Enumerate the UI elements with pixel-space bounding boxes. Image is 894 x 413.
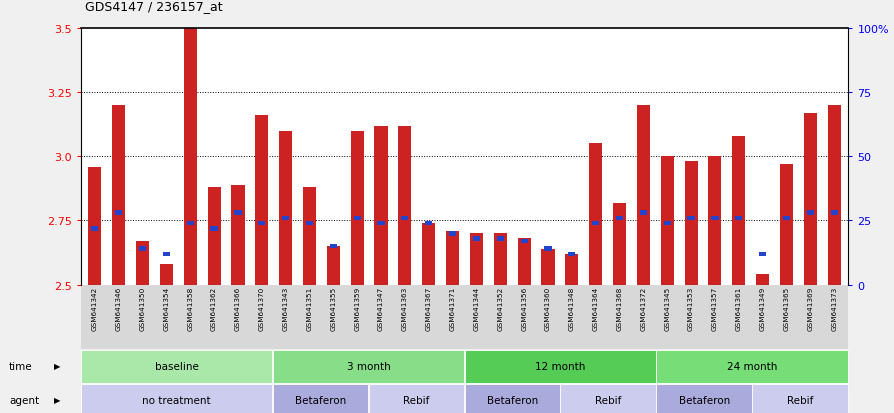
Bar [163,252,170,256]
Text: no treatment: no treatment [142,395,211,405]
Bar [422,223,434,285]
Bar [425,221,432,226]
Text: Rebif: Rebif [787,395,813,405]
Bar [398,126,411,285]
Bar [803,114,816,285]
Bar [139,247,146,252]
Bar [662,221,670,226]
Text: 24 month: 24 month [727,361,777,371]
Bar [615,216,622,221]
Bar [377,221,384,226]
Bar [234,211,241,216]
Text: baseline: baseline [155,361,198,371]
Bar [91,226,98,231]
Text: 3 month: 3 month [346,361,390,371]
Bar [160,264,173,285]
Bar [782,216,789,221]
Text: Betaferon: Betaferon [486,395,537,405]
Bar [827,106,839,285]
Bar [707,157,721,285]
Text: GDS4147 / 236157_at: GDS4147 / 236157_at [85,0,223,13]
Bar [306,221,313,226]
Bar [568,252,575,256]
Bar [544,247,551,252]
Bar [115,211,122,216]
Text: 12 month: 12 month [535,361,585,371]
Bar [684,162,696,285]
Bar [592,221,599,226]
Bar [687,216,694,221]
Bar [779,165,792,285]
Bar [112,106,125,285]
Bar [541,249,554,285]
Bar [353,216,360,221]
Text: ▶: ▶ [54,361,60,370]
Bar [711,216,718,221]
Bar [232,185,244,285]
Bar [350,131,363,285]
Bar [469,234,483,285]
Bar [207,188,221,285]
Bar [449,231,456,236]
Bar [183,29,197,285]
Bar [639,211,646,216]
Bar [255,116,268,285]
Text: ▶: ▶ [54,395,60,404]
Text: agent: agent [9,395,39,405]
Bar [493,234,506,285]
Bar [89,167,101,285]
Bar [805,211,813,216]
Text: Rebif: Rebif [403,395,429,405]
Bar [282,216,289,221]
Bar [517,239,530,285]
Bar [326,247,340,285]
Bar [472,237,479,241]
Bar [612,203,626,285]
Bar [302,188,316,285]
Bar [755,275,768,285]
Bar [210,226,217,231]
Bar [565,254,578,285]
Bar [329,244,336,249]
Text: Betaferon: Betaferon [294,395,346,405]
Text: Rebif: Rebif [595,395,621,405]
Bar [496,237,503,241]
Bar [731,136,745,285]
Bar [830,211,837,216]
Bar [660,157,673,285]
Bar [588,144,602,285]
Bar [279,131,291,285]
Bar [257,221,266,226]
Bar [520,239,527,244]
Text: Betaferon: Betaferon [678,395,730,405]
Bar [734,216,741,221]
Bar [374,126,387,285]
Bar [187,221,194,226]
Text: time: time [9,361,32,371]
Bar [401,216,408,221]
Bar [637,106,649,285]
Bar [758,252,765,256]
Bar [136,242,149,285]
Bar [445,231,459,285]
